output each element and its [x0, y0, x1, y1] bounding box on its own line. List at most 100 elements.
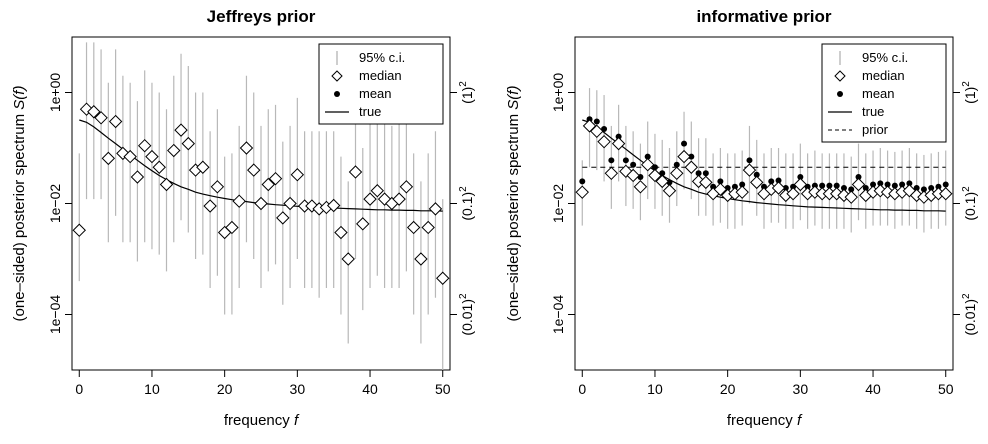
median-point [670, 166, 684, 181]
mean-point [681, 140, 688, 147]
chart-panel-2: informative prior 0 10 20 30 40 50 frequency f 1… [505, 7, 978, 429]
mean-point [891, 182, 898, 189]
median-point [334, 225, 348, 240]
right-tick-exponent: 2 [458, 186, 469, 192]
y-axis-label: (one–sided) posterior spectrum S(f) [11, 86, 28, 322]
median-point [72, 223, 86, 237]
right-tick-label: (0.1)2 [961, 186, 978, 221]
y-axis-label-var: S(f) [11, 86, 28, 110]
y-tick-label: 1e+00 [47, 73, 63, 113]
legend-label-true: true [862, 104, 884, 119]
right-tick-base: (0.1) [459, 192, 475, 221]
x-tick-label: 30 [290, 381, 306, 397]
median-point [771, 181, 786, 195]
legend-box [318, 43, 444, 125]
legend-label-ci: 95% c.i. [862, 50, 908, 65]
y-tick-label: 1e+00 [550, 73, 566, 113]
median-point [428, 202, 443, 216]
right-tick-exponent: 2 [961, 293, 972, 299]
median-point [793, 177, 808, 192]
right-tick-base: (0.01) [962, 299, 978, 336]
median-point [604, 166, 619, 181]
mean-point [840, 185, 847, 192]
median-point [290, 168, 305, 182]
mean-point [797, 174, 804, 181]
median-point [101, 151, 116, 166]
mean-point [702, 170, 709, 177]
x-tick-label: 20 [217, 381, 233, 397]
median-point [392, 192, 406, 206]
mean-point [899, 181, 906, 188]
mean-point [855, 174, 862, 181]
median-point [210, 180, 225, 194]
x-axis-label-var: f [294, 412, 300, 429]
y-tick-label: 1e−04 [550, 295, 566, 335]
median-point [268, 171, 283, 186]
series-median [575, 119, 953, 204]
y-tick-label: 1e−04 [47, 295, 63, 335]
median-point [626, 168, 640, 183]
legend-label-mean: mean [359, 86, 392, 101]
median-point [640, 158, 655, 172]
mean-point [928, 185, 935, 192]
median-point [648, 168, 662, 183]
mean-point [673, 161, 680, 168]
x-axis-label-text: frequency [727, 412, 797, 429]
median-point [399, 180, 414, 194]
x-tick-label: 50 [435, 381, 451, 397]
median-point [348, 165, 363, 179]
median-point [662, 184, 677, 198]
median-point [254, 196, 268, 211]
median-point [844, 190, 858, 204]
mean-point [746, 157, 753, 164]
mean-point [593, 118, 600, 125]
x-tick-label: 0 [75, 381, 83, 397]
y-axis-label-text: (one–sided) posterior spectrum [505, 110, 522, 322]
median-point [283, 196, 297, 211]
median-point [167, 143, 181, 158]
median-point [684, 160, 699, 174]
median-point [851, 177, 866, 192]
x-tick-label: 40 [362, 381, 378, 397]
mean-point [935, 183, 942, 190]
mean-point [579, 178, 586, 185]
median-point [582, 119, 597, 133]
mean-point [717, 178, 724, 185]
median-point [611, 136, 626, 151]
median-point [363, 192, 377, 206]
mean-point [688, 153, 695, 160]
series-median [72, 102, 450, 285]
chart-panel-1: Jeffreys prior 0 10 20 30 40 50 frequency f 1e−0… [11, 7, 475, 429]
median-point [261, 177, 275, 192]
right-tick-label: (0.01)2 [961, 293, 978, 336]
right-tick-exponent: 2 [961, 186, 972, 192]
median-point [406, 220, 421, 235]
mean-point [826, 182, 833, 189]
median-point [174, 123, 188, 137]
mean-point [906, 180, 913, 187]
true-line [582, 119, 946, 212]
median-point [225, 220, 239, 235]
x-tick-label: 30 [793, 381, 809, 397]
right-tick-exponent: 2 [458, 81, 469, 87]
x-tick-label: 10 [647, 381, 663, 397]
median-point [152, 160, 166, 174]
mean-point [848, 186, 855, 193]
median-point [939, 187, 953, 201]
mean-point [870, 181, 877, 188]
median-point [590, 124, 604, 138]
x-axis-label: frequency f [224, 412, 300, 429]
right-tick-base: (0.1) [962, 192, 978, 221]
mean-point [651, 164, 658, 171]
right-tick-base: (0.01) [459, 299, 475, 336]
mean-point [608, 157, 615, 164]
y-tick-label: 1e−02 [47, 184, 63, 224]
mean-point [884, 181, 891, 188]
median-point [341, 252, 355, 266]
mean-point [695, 170, 702, 177]
median-point [247, 163, 261, 177]
right-tick-label: (1)2 [458, 81, 475, 104]
x-tick-label: 50 [938, 381, 954, 397]
mean-point [630, 161, 637, 168]
mean-point [739, 181, 746, 188]
